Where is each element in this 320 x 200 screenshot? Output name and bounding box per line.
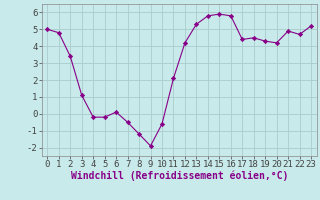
X-axis label: Windchill (Refroidissement éolien,°C): Windchill (Refroidissement éolien,°C) xyxy=(70,171,288,181)
